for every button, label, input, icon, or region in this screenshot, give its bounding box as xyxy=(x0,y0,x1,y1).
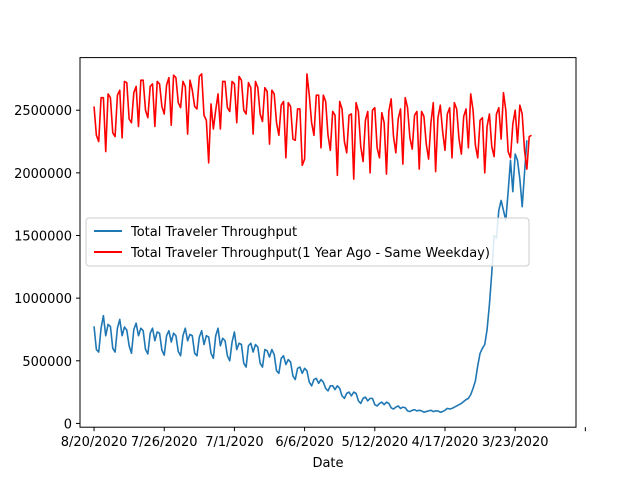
x-axis: 8/20/2020 7/26/2020 7/1/2020 6/6/2020 5/12/2… xyxy=(61,427,586,450)
plot-lines xyxy=(93,73,532,413)
legend-label-series-1: Total Traveler Throughput(1 Year Ago - S… xyxy=(130,246,490,261)
plot-frame xyxy=(79,57,577,428)
x-tick-label: 3/23/2020 xyxy=(482,435,549,450)
y-tick-label: 500000 xyxy=(22,355,72,370)
x-tick-label: 6/6/2020 xyxy=(275,435,333,450)
y-tick-label: 0 xyxy=(64,417,72,432)
y-tick-label: 1000000 xyxy=(14,292,72,307)
legend: Total Traveler Throughput Total Traveler… xyxy=(85,217,530,267)
x-axis-title: Date xyxy=(312,456,343,471)
y-axis: 0 500000 1000000 1500000 2000000 2500000 xyxy=(14,104,80,432)
series-line-0 xyxy=(93,140,528,413)
legend-box xyxy=(85,217,530,267)
series-line-1 xyxy=(93,73,532,180)
x-tick-label: 5/12/2020 xyxy=(341,435,408,450)
x-tick-label: 8/20/2020 xyxy=(61,435,128,450)
y-tick-label: 2500000 xyxy=(14,104,72,119)
y-tick-label: 1500000 xyxy=(14,230,72,245)
x-tick-label: 7/1/2020 xyxy=(205,435,263,450)
x-tick-label: 7/26/2020 xyxy=(131,435,198,450)
x-tick-label: 4/17/2020 xyxy=(412,435,479,450)
y-tick-label: 2000000 xyxy=(14,167,72,182)
legend-label-series-0: Total Traveler Throughput xyxy=(130,225,297,240)
